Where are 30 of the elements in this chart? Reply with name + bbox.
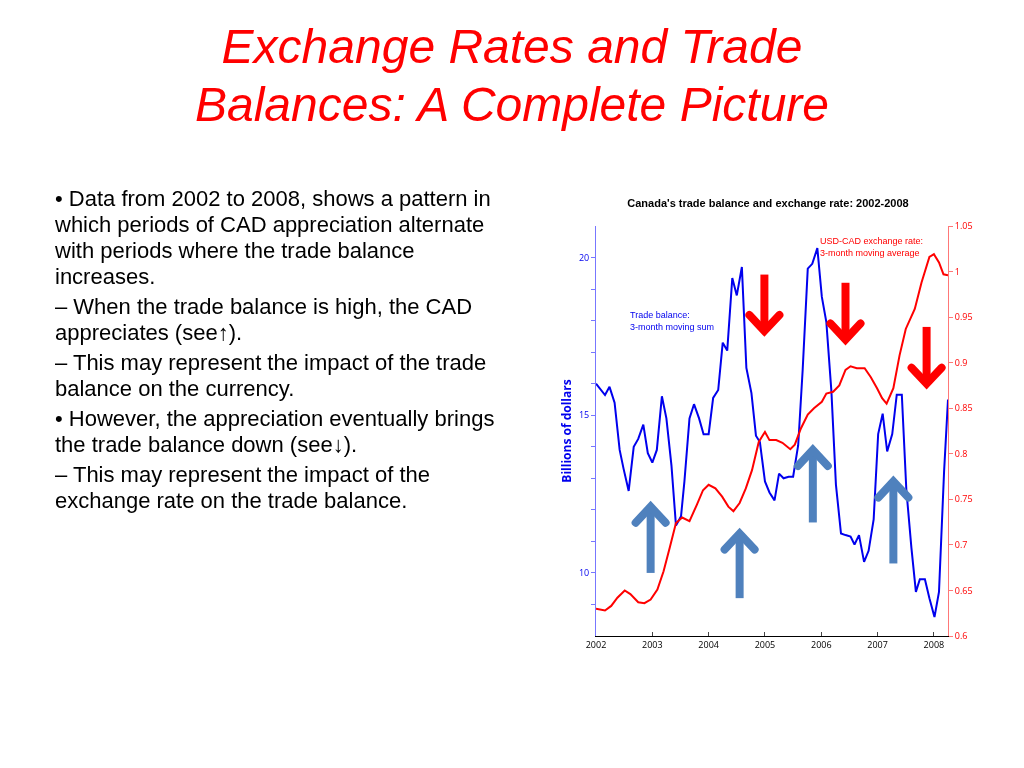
text: • Data from 2002 to 2008, shows a pattern in which periods of CAD appreciation alternate with periods where the trade balance increases.	[55, 186, 492, 290]
y-tick-label: 10	[578, 566, 590, 580]
y2-tick-label: 1	[954, 264, 960, 278]
y2-tick-label: 0.95	[954, 310, 973, 324]
x-tick-label: 2008	[923, 637, 945, 651]
chart-subtitle: Canada's trade balance and exchange rate: 2002-2008	[627, 196, 909, 209]
x-tick-label: 2004	[698, 637, 719, 651]
chart-title: Exchange Rates and Trade Balances: A Complete Picture	[193, 19, 831, 133]
y-tick-label: 20	[578, 250, 590, 264]
x-tick-label: 2005	[754, 637, 776, 651]
text: – This may represent the impact of the exchange rate on the trade balance.	[55, 462, 431, 514]
y2-tick-label: 0.75	[954, 492, 973, 506]
series-label: Trade balance: 3-month moving sum	[630, 310, 715, 332]
y2-tick-label: 0.6	[954, 629, 968, 643]
x-tick-label: 2006	[810, 637, 832, 651]
x-tick-label: 2007	[867, 637, 888, 651]
series-label: USD-CAD exchange rate: 3-month moving average	[820, 236, 924, 258]
x-tick-label: 2003	[642, 637, 663, 651]
y2-tick-label: 1.05	[954, 219, 973, 233]
y2-tick-label: 0.65	[954, 583, 973, 597]
y2-tick-label: 0.7	[954, 538, 968, 552]
x-tick-label: 2002	[585, 637, 607, 651]
y2-tick-label: 0.85	[954, 401, 973, 415]
y2-tick-label: 0.8	[954, 446, 968, 460]
y2-tick-label: 0.9	[954, 355, 968, 369]
text: – This may represent the impact of the trade balance on the currency.	[55, 350, 488, 402]
y-tick-label: 15	[578, 408, 590, 422]
text: • However, the appreciation eventually brings the trade balance down (see↓).	[55, 406, 496, 458]
text: – When the trade balance is high, the CAD appreciates (see↑).	[55, 294, 474, 346]
y-axis-title: Billions of dollars	[558, 379, 576, 483]
